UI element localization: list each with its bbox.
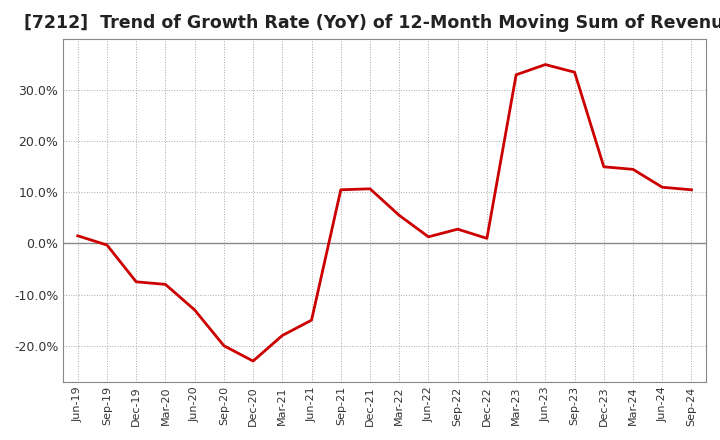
Title: [7212]  Trend of Growth Rate (YoY) of 12-Month Moving Sum of Revenues: [7212] Trend of Growth Rate (YoY) of 12-…: [24, 14, 720, 32]
